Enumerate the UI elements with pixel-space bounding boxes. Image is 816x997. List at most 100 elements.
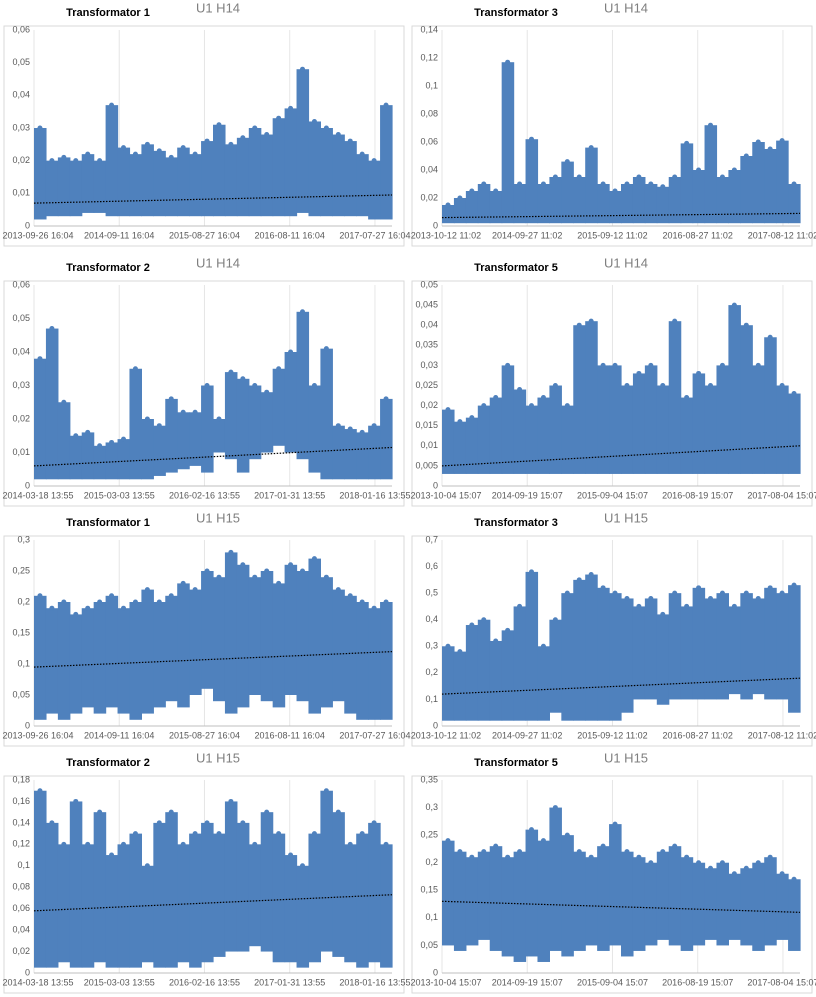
peak-marker: [660, 611, 666, 617]
value-band: [585, 574, 598, 721]
x-tick-label: 2014-09-27 11:02: [492, 230, 562, 240]
peak-marker: [168, 154, 174, 160]
peak-marker: [457, 195, 463, 201]
value-band: [248, 844, 262, 947]
y-tick-label: 0,12: [420, 52, 438, 62]
peak-marker: [359, 599, 365, 605]
y-tick-label: 0,1: [17, 658, 30, 668]
trend-line: [441, 900, 801, 913]
x-tick-label: 2017-08-12 11:02: [748, 730, 816, 740]
value-band: [609, 365, 622, 474]
peak-marker: [276, 366, 282, 372]
y-tick-label: 0,015: [415, 420, 438, 430]
peak-marker: [347, 426, 353, 432]
peak-marker: [517, 849, 523, 855]
peak-marker: [529, 827, 534, 833]
y-tick-label: 0,05: [420, 940, 438, 950]
peak-marker: [359, 429, 365, 435]
peak-marker: [576, 577, 582, 583]
value-band: [704, 868, 718, 940]
x-tick-label: 2015-09-04 15:07: [577, 490, 648, 500]
value-band: [368, 160, 381, 220]
x-tick-label: 2013-09-26 16:04: [2, 230, 73, 240]
peak-marker: [564, 403, 570, 409]
peak-marker: [156, 820, 162, 826]
x-tick-label: 2015-08-27 16:04: [169, 230, 240, 240]
peak-marker: [743, 865, 749, 871]
x-tick-label: 2013-10-12 11:02: [411, 730, 481, 740]
plot-frame: [3, 25, 405, 247]
peak-marker: [481, 617, 487, 623]
value-band: [380, 602, 393, 720]
peak-marker: [276, 115, 282, 121]
y-tick-label: 0: [25, 480, 30, 490]
peak-marker: [743, 590, 749, 596]
peak-marker: [216, 831, 222, 837]
value-band: [680, 606, 694, 700]
peak-marker: [288, 349, 294, 355]
peak-marker: [708, 865, 713, 871]
value-band: [189, 412, 202, 466]
peak-marker: [323, 125, 329, 131]
peak-marker: [755, 362, 761, 368]
value-band: [597, 587, 610, 721]
peak-marker: [696, 860, 702, 866]
value-band: [597, 184, 610, 224]
peak-marker: [73, 611, 79, 617]
value-band: [561, 405, 574, 474]
plot-frame: [411, 280, 813, 507]
peak-marker: [383, 841, 389, 847]
value-band: [716, 177, 729, 224]
y-tick-label: 0,3: [425, 802, 438, 812]
value-band: [442, 840, 455, 946]
peak-marker: [588, 145, 594, 151]
peak-marker: [192, 587, 198, 593]
peak-marker: [192, 409, 198, 415]
value-band: [141, 419, 154, 480]
peak-marker: [73, 798, 79, 804]
x-tick-label: 2016-08-19 15:07: [662, 490, 733, 500]
y-tick-label: 0,25: [420, 830, 438, 840]
peak-marker: [612, 821, 618, 827]
value-band: [716, 593, 729, 700]
peak-marker: [493, 843, 499, 849]
value-band: [788, 184, 801, 224]
value-band: [573, 851, 586, 951]
value-band: [513, 389, 527, 474]
value-band: [296, 311, 310, 460]
peak-marker: [264, 568, 270, 574]
value-band: [344, 595, 357, 714]
peak-marker: [624, 383, 630, 388]
value-band: [632, 857, 646, 951]
y-tick-label: 0,04: [12, 90, 30, 100]
y-tick-label: 0: [433, 720, 438, 730]
value-band: [105, 595, 119, 708]
y-tick-label: 0,15: [12, 627, 30, 637]
value-band: [656, 851, 670, 940]
peak-marker: [359, 151, 365, 157]
y-tick-label: 0,25: [12, 565, 30, 575]
value-band: [248, 128, 262, 217]
peak-marker: [791, 391, 797, 397]
value-band: [752, 862, 765, 951]
value-band: [537, 397, 550, 474]
value-band: [704, 385, 718, 474]
peak-marker: [636, 370, 642, 376]
value-band: [513, 851, 527, 962]
peak-marker: [624, 849, 630, 855]
chart-title: Transformator 5: [474, 757, 558, 769]
peak-marker: [359, 831, 365, 837]
peak-marker: [300, 863, 305, 869]
value-band: [525, 139, 539, 224]
value-band: [141, 144, 154, 217]
peak-marker: [576, 849, 582, 855]
peak-marker: [240, 820, 246, 826]
x-tick-label: 2016-08-27 11:02: [663, 730, 733, 740]
value-band: [177, 147, 190, 217]
peak-marker: [228, 549, 234, 555]
value-band: [332, 425, 345, 480]
value-band: [69, 801, 83, 968]
peak-marker: [311, 383, 317, 388]
value-band: [248, 385, 262, 460]
value-band: [525, 829, 539, 957]
